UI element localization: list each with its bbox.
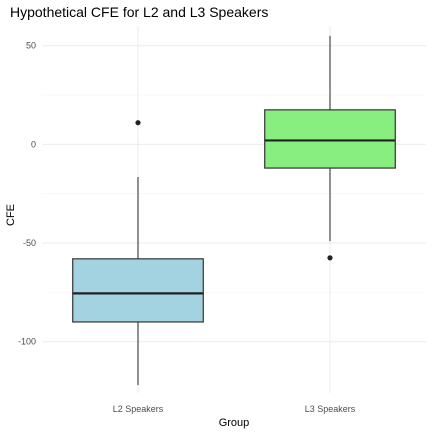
iqr-box <box>72 258 204 323</box>
x-tick-label: L2 Speakers <box>113 404 164 414</box>
box-group <box>72 120 204 386</box>
y-tick-labels: 50 0 -50 -100 <box>18 41 36 347</box>
y-axis-title: CFE <box>5 204 17 226</box>
y-tick-label: 0 <box>31 139 36 149</box>
y-tick-label: -100 <box>18 337 36 347</box>
outlier-point <box>135 120 141 126</box>
y-tick-label: -50 <box>23 238 36 248</box>
x-tick-labels: L2 Speakers L3 Speakers <box>113 404 356 414</box>
boxplot-marks <box>72 35 396 386</box>
iqr-box <box>264 109 396 169</box>
outlier-point <box>327 255 333 261</box>
x-axis-title: Group <box>219 417 250 429</box>
y-tick-label: 50 <box>26 41 36 51</box>
box-group <box>264 35 396 261</box>
grid <box>42 26 426 393</box>
x-tick-label: L3 Speakers <box>305 404 356 414</box>
chart-title: Hypothetical CFE for L2 and L3 Speakers <box>10 4 268 20</box>
